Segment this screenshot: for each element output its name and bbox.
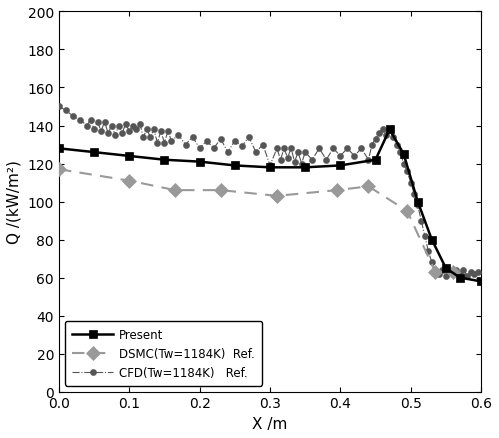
Present [267,165,273,170]
Present [161,158,167,163]
CFD(Tw=1184K)   Ref. [56,105,62,110]
DSMC(Tw=1184K)  Ref. [172,188,178,193]
Line: DSMC(Tw=1184K)  Ref.: DSMC(Tw=1184K) Ref. [54,165,458,277]
Y-axis label: Q /(kW/m²): Q /(kW/m²) [7,160,22,244]
Legend: Present, DSMC(Tw=1184K)  Ref., CFD(Tw=1184K)   Ref.: Present, DSMC(Tw=1184K) Ref., CFD(Tw=118… [65,321,262,386]
Present [443,266,449,271]
DSMC(Tw=1184K)  Ref. [450,270,456,275]
DSMC(Tw=1184K)  Ref. [404,209,410,214]
Present [56,146,62,152]
CFD(Tw=1184K)   Ref. [408,180,414,186]
DSMC(Tw=1184K)  Ref. [334,188,340,193]
Present [337,163,343,169]
Present [373,158,379,163]
Present [197,159,203,165]
Line: CFD(Tw=1184K)   Ref.: CFD(Tw=1184K) Ref. [56,104,481,279]
CFD(Tw=1184K)   Ref. [443,273,449,279]
DSMC(Tw=1184K)  Ref. [218,188,224,193]
CFD(Tw=1184K)   Ref. [323,158,329,163]
Present [387,127,393,133]
Present [478,279,484,284]
CFD(Tw=1184K)   Ref. [475,270,481,275]
CFD(Tw=1184K)   Ref. [411,192,417,197]
CFD(Tw=1184K)   Ref. [404,169,410,174]
Present [126,154,132,159]
Present [302,165,308,170]
Present [232,163,238,169]
Present [401,152,407,157]
DSMC(Tw=1184K)  Ref. [365,184,371,190]
Line: Present: Present [55,126,485,286]
DSMC(Tw=1184K)  Ref. [56,167,62,173]
Present [429,237,435,243]
CFD(Tw=1184K)   Ref. [390,135,396,140]
Present [415,199,421,205]
CFD(Tw=1184K)   Ref. [422,233,428,239]
DSMC(Tw=1184K)  Ref. [126,179,132,184]
X-axis label: X /m: X /m [252,416,287,431]
Present [91,150,97,155]
DSMC(Tw=1184K)  Ref. [274,194,280,199]
Present [457,276,463,281]
DSMC(Tw=1184K)  Ref. [432,270,438,275]
